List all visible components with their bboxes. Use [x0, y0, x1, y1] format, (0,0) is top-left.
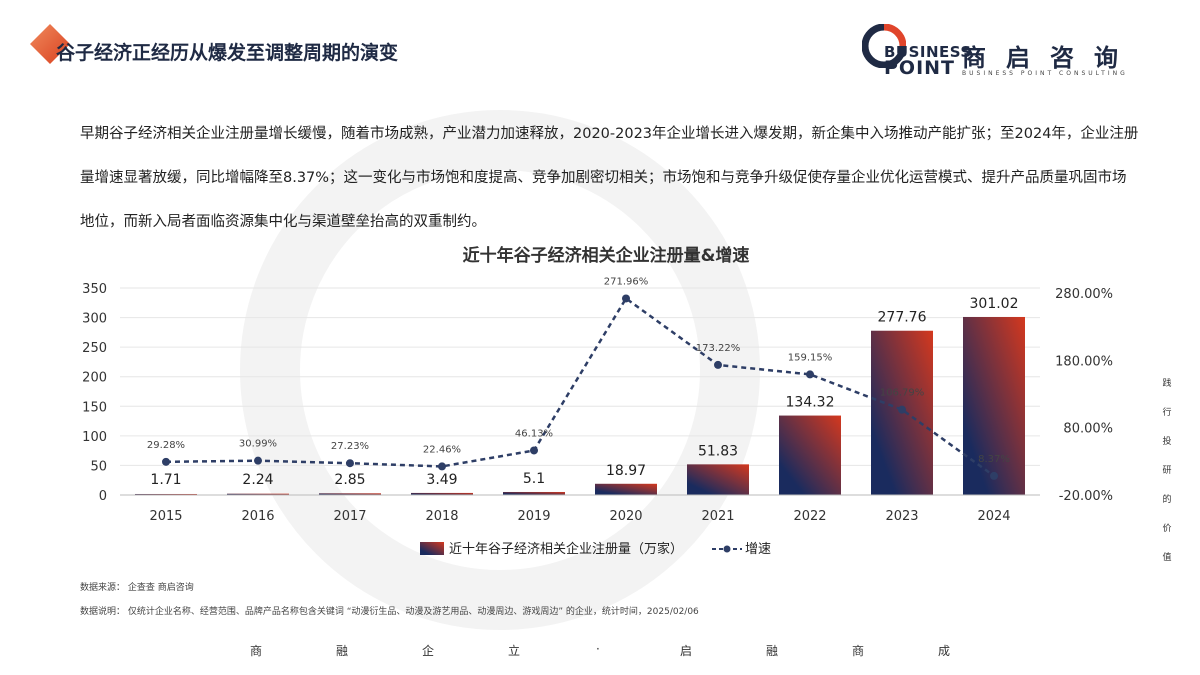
bar — [227, 493, 289, 495]
y-right-tick-label: 180.00% — [1055, 354, 1113, 369]
motto-char: · — [596, 642, 600, 656]
x-tick-label: 2021 — [701, 509, 734, 524]
growth-value-label: 27.23% — [331, 441, 369, 452]
motto-char: 企 — [422, 644, 435, 658]
growth-value-label: 106.79% — [880, 388, 925, 399]
bar-value-label: 2.85 — [334, 472, 365, 488]
growth-point — [622, 294, 630, 303]
growth-value-label: 173.22% — [696, 343, 741, 354]
growth-point — [990, 471, 998, 480]
bar — [503, 491, 565, 495]
legend-bar-label: 近十年谷子经济相关企业注册量（万家） — [449, 541, 683, 557]
x-tick-label: 2019 — [517, 509, 550, 524]
side-note-char: 行 — [1162, 408, 1172, 418]
x-tick-label: 2015 — [149, 509, 182, 524]
y-left-tick-label: 250 — [82, 341, 107, 356]
side-note-char: 值 — [1162, 553, 1172, 563]
logo-chinese-name: 商启咨询 — [962, 44, 1138, 72]
growth-value-label: 22.46% — [423, 444, 461, 455]
bar-value-label: 134.32 — [786, 395, 835, 411]
motto-char: 商 — [852, 644, 865, 658]
logo-english-subtitle: BUSINESS POINT CONSULTING — [962, 70, 1128, 77]
footer-motto: 商 融 企 立 · 启 融 商 成 — [250, 642, 970, 662]
growth-line — [165, 296, 995, 477]
x-tick-label: 2017 — [333, 509, 366, 524]
growth-value-label: 29.28% — [147, 440, 185, 451]
y-left-tick-label: 0 — [99, 489, 107, 504]
motto-char: 商 — [250, 644, 263, 658]
bar-value-label: 277.76 — [878, 310, 927, 326]
y-right-tick-label: -20.00% — [1059, 489, 1113, 504]
growth-value-label: 30.99% — [239, 439, 277, 450]
x-tick-label: 2023 — [885, 509, 918, 524]
motto-char: 立 — [508, 644, 521, 658]
side-note-char: 的 — [1162, 495, 1172, 505]
chart-title: 近十年谷子经济相关企业注册量&增速 — [463, 245, 750, 266]
data-source: 数据来源： 企查查 商启咨询 — [80, 583, 194, 593]
growth-point — [346, 459, 354, 468]
growth-point — [530, 446, 538, 455]
growth-value-label: 8.37% — [978, 454, 1010, 465]
bar — [135, 493, 197, 495]
growth-point — [254, 456, 262, 465]
bar — [779, 415, 841, 495]
side-note-char: 投 — [1162, 437, 1172, 447]
bar-value-label: 1.71 — [150, 472, 181, 488]
bar — [595, 483, 657, 495]
motto-char: 融 — [766, 644, 779, 658]
watermark-logo — [240, 110, 760, 630]
y-left-tick-label: 150 — [82, 400, 107, 415]
growth-value-label: 271.96% — [604, 276, 649, 287]
growth-value-label: 159.15% — [788, 352, 833, 363]
legend-bar-swatch — [420, 542, 444, 555]
growth-point — [806, 370, 814, 379]
y-left-tick-label: 100 — [82, 430, 107, 445]
brand-logo: BUSINESS POINT 商启咨询 BUSINESS POINT CONSU… — [862, 20, 1162, 80]
data-note: 数据说明： 仅统计企业名称、经营范围、品牌产品名称包含关键词 “动漫衍生品、动漫… — [80, 607, 699, 617]
y-left-tick-label: 50 — [90, 459, 107, 474]
bar-value-label: 3.49 — [426, 472, 457, 488]
bar — [963, 316, 1025, 495]
x-tick-label: 2016 — [241, 509, 274, 524]
y-right-tick-label: 280.00% — [1055, 287, 1113, 302]
side-note: 践 行 投 研 的 价 值 — [1160, 376, 1174, 579]
legend-line-marker — [723, 545, 731, 553]
bar — [687, 464, 749, 495]
side-note-char: 价 — [1162, 524, 1172, 534]
growth-point — [898, 405, 906, 414]
bar-value-label: 51.83 — [698, 443, 738, 459]
bar-value-label: 301.02 — [970, 296, 1019, 312]
side-note-char: 践 — [1162, 379, 1172, 389]
growth-point — [438, 462, 446, 471]
y-right-tick-label: 80.00% — [1063, 422, 1113, 437]
growth-value-label: 46.13% — [515, 428, 553, 439]
x-tick-label: 2020 — [609, 509, 642, 524]
x-tick-label: 2024 — [977, 509, 1010, 524]
legend-line-label: 增速 — [745, 542, 771, 557]
bar-value-label: 5.1 — [523, 471, 545, 487]
y-left-tick-label: 300 — [82, 312, 107, 327]
bar-value-label: 2.24 — [242, 472, 273, 488]
intro-paragraph: 早期谷子经济相关企业注册量增长缓慢，随着市场成熟，产业潜力加速释放，2020-2… — [80, 126, 1139, 230]
bar — [319, 493, 381, 495]
page-title: 谷子经济正经历从爆发至调整周期的演变 — [56, 42, 399, 64]
motto-char: 启 — [680, 644, 693, 658]
x-tick-label: 2018 — [425, 509, 458, 524]
growth-point — [714, 360, 722, 369]
title-diamond-icon — [30, 24, 70, 64]
bar-value-label: 18.97 — [606, 463, 646, 479]
logo-ring-icon — [862, 24, 906, 68]
bar — [411, 492, 473, 495]
logo-word-business: BUSINESS — [884, 43, 972, 61]
motto-char: 融 — [336, 644, 349, 658]
growth-point — [162, 457, 170, 466]
side-note-char: 研 — [1162, 466, 1172, 476]
y-left-tick-label: 350 — [82, 282, 107, 297]
y-left-tick-label: 200 — [82, 371, 107, 386]
logo-word-point: POINT — [884, 57, 956, 79]
x-tick-label: 2022 — [793, 509, 826, 524]
motto-char: 成 — [938, 644, 951, 658]
